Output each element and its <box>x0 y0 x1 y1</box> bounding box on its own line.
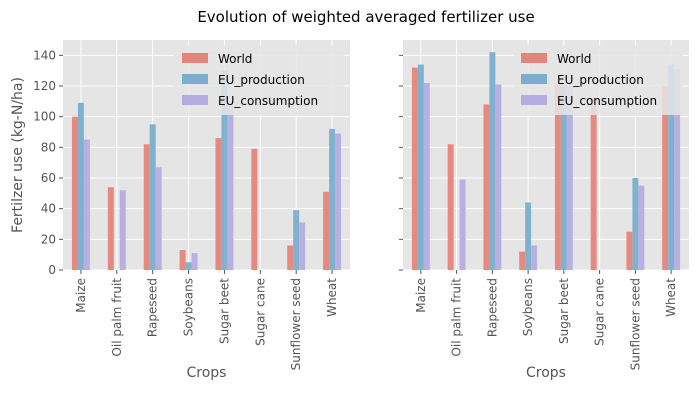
bar-eu-consumption-sugar-beet <box>566 86 573 270</box>
x-tick-label: Wheat <box>325 278 339 317</box>
x-axis-label: Crops <box>187 365 227 381</box>
bar-eu-consumption-sunflower-seed <box>299 222 306 270</box>
chart-panel-left: 0 20 40 60 80 100 120 140 Maize Oil palm fruit Rap… <box>10 40 350 381</box>
x-tick-label: Soybeans <box>521 278 535 336</box>
figure-title: Evolution of weighted averaged fertilize… <box>197 8 534 26</box>
bar-eu-production-sugar-beet <box>221 70 228 271</box>
bar-world-oil-palm-fruit <box>447 144 454 270</box>
x-tick-label: Maize <box>414 278 428 313</box>
bar-world-sugar-beet <box>215 138 222 270</box>
legend: World EU_production EU_consumption <box>513 45 683 115</box>
y-tick-label: 80 <box>41 140 56 154</box>
y-tick-label: 140 <box>33 48 56 62</box>
legend-label-eu-production: EU_production <box>218 73 305 87</box>
legend-label-world: World <box>557 52 591 66</box>
bar-world-sugar-cane <box>590 98 597 271</box>
bar-eu-production-wheat <box>668 64 675 271</box>
bar-eu-production-maize <box>417 64 424 271</box>
bar-eu-consumption-maize <box>423 82 430 270</box>
legend-label-eu-production: EU_production <box>557 73 644 87</box>
bar-world-sugar-cane <box>251 148 258 270</box>
bar-eu-consumption-rapeseed <box>495 84 502 270</box>
legend-label-eu-consumption: EU_consumption <box>557 94 657 108</box>
bar-world-sunflower-seed <box>626 231 633 270</box>
legend-swatch-world <box>521 53 547 63</box>
legend-label-eu-consumption: EU_consumption <box>218 94 318 108</box>
y-tick-label: 0 <box>48 263 56 277</box>
x-tick-label: Soybeans <box>182 278 196 336</box>
bar-eu-consumption-wheat <box>674 69 681 270</box>
bar-eu-consumption-oil-palm-fruit <box>119 190 126 270</box>
x-tick-label: Oil palm fruit <box>450 278 464 357</box>
bar-eu-consumption-soybeans <box>191 253 198 270</box>
x-tick-label: Sugar beet <box>557 278 571 344</box>
x-tick-label: Sugar cane <box>253 278 267 346</box>
legend-box <box>174 45 344 115</box>
bar-world-oil-palm-fruit <box>107 187 114 270</box>
y-tick-label: 60 <box>41 171 56 185</box>
bar-eu-consumption-soybeans <box>531 245 538 270</box>
bar-world-rapeseed <box>483 104 490 271</box>
bar-eu-production-sunflower-seed <box>293 210 300 270</box>
legend-swatch-eu-consumption <box>182 95 208 105</box>
bar-eu-production-maize <box>77 102 84 270</box>
bar-world-soybeans <box>179 250 186 270</box>
bar-eu-production-soybeans <box>185 262 192 270</box>
bar-eu-production-sunflower-seed <box>632 178 639 270</box>
x-tick-label: Maize <box>74 278 88 313</box>
y-tick-label: 100 <box>33 110 56 124</box>
bar-eu-production-rapeseed <box>149 124 156 270</box>
bar-eu-production-rapeseed <box>489 52 496 271</box>
legend-swatch-world <box>182 53 208 63</box>
y-axis-label: Fertilzer use (kg-N/ha) <box>10 77 26 233</box>
bar-world-maize <box>71 116 78 271</box>
bar-eu-consumption-rapeseed <box>155 167 162 270</box>
bar-eu-consumption-maize <box>83 139 90 270</box>
bar-world-sugar-beet <box>554 84 561 270</box>
bar-eu-production-sugar-beet <box>560 84 567 270</box>
legend: World EU_production EU_consumption <box>174 45 344 115</box>
x-tick-label: Sunflower seed <box>628 278 642 370</box>
y-tick-label: 20 <box>41 232 56 246</box>
legend-swatch-eu-production <box>182 74 208 84</box>
bar-eu-consumption-wheat <box>335 133 342 270</box>
legend-box <box>513 45 683 115</box>
chart-panel-right: Maize Oil palm fruit Rapeseed Soybeans Sugar… <box>399 40 689 381</box>
x-tick-label: Oil palm fruit <box>110 278 124 357</box>
bar-world-wheat <box>323 191 330 270</box>
bar-eu-consumption-sunflower-seed <box>638 185 645 270</box>
bar-world-rapeseed <box>143 144 150 270</box>
x-axis-label: Crops <box>526 365 566 381</box>
bar-world-soybeans <box>519 251 526 270</box>
x-tick-label: Sugar cane <box>593 278 607 346</box>
legend-swatch-eu-consumption <box>521 95 547 105</box>
x-tick-label: Sunflower seed <box>289 278 303 370</box>
legend-label-world: World <box>218 52 252 66</box>
x-tick-label: Sugar beet <box>217 278 231 344</box>
bar-eu-consumption-sugar-beet <box>227 101 234 270</box>
y-tick-label: 40 <box>41 202 56 216</box>
bar-eu-production-soybeans <box>525 202 532 270</box>
x-tick-label: Rapeseed <box>146 278 160 337</box>
bar-world-sunflower-seed <box>287 245 294 270</box>
x-tick-label: Rapeseed <box>485 278 499 337</box>
bar-eu-production-wheat <box>329 128 336 270</box>
bar-world-maize <box>411 67 418 270</box>
y-tick-label: 120 <box>33 79 56 93</box>
bar-eu-consumption-oil-palm-fruit <box>459 179 466 270</box>
x-tick-label: Wheat <box>664 278 678 317</box>
bar-world-wheat <box>662 86 669 270</box>
legend-swatch-eu-production <box>521 74 547 84</box>
